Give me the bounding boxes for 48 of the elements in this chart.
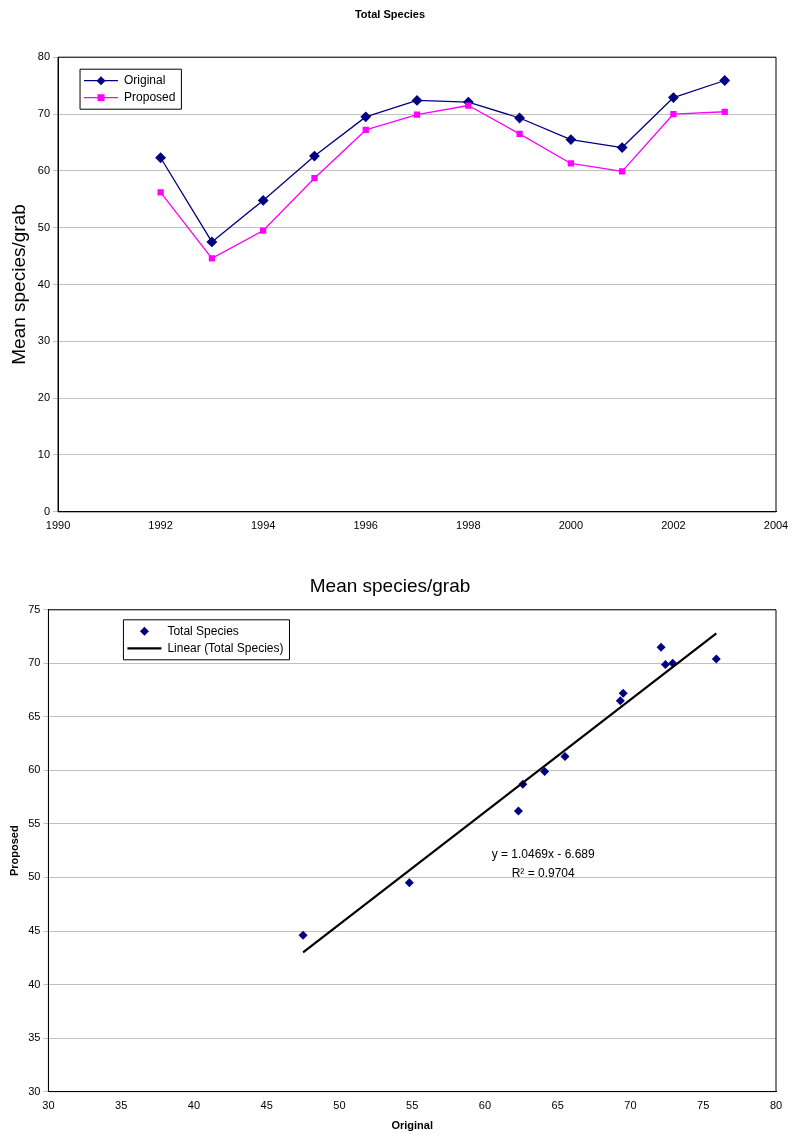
x-tick-label: 50 — [333, 1099, 346, 1112]
x-tick-label: 80 — [769, 1099, 783, 1112]
y-tick-label: 0 — [43, 504, 51, 517]
y-tick-label: 55 — [28, 816, 41, 829]
y-tick-label: 30 — [28, 1084, 41, 1097]
y-tick-label: 75 — [28, 602, 41, 615]
annotation: R² = 0.9704 — [511, 865, 576, 880]
x-tick-label: 2004 — [763, 519, 789, 532]
x-tick-label: 1994 — [250, 519, 276, 532]
x-axis-title: Original — [391, 1119, 433, 1132]
x-tick-label: 35 — [115, 1099, 128, 1112]
x-tick-label: 2000 — [558, 519, 584, 532]
y-tick-label: 50 — [28, 870, 41, 883]
x-tick-label: 60 — [478, 1099, 492, 1112]
y-tick-label: 60 — [37, 163, 51, 176]
x-tick-label: 55 — [406, 1099, 419, 1112]
x-tick-label: 2002 — [661, 519, 686, 532]
y-tick-label: 45 — [28, 924, 41, 937]
y-tick-label: 80 — [37, 50, 51, 63]
y-tick-label: 40 — [28, 977, 41, 990]
legend-label: Linear (Total Species) — [167, 640, 284, 655]
y-tick-label: 40 — [37, 277, 51, 290]
chart-title: Total Species — [354, 7, 426, 20]
x-tick-label: 1996 — [353, 519, 378, 532]
x-tick-label: 1998 — [456, 519, 481, 532]
x-tick-label: 45 — [260, 1099, 273, 1112]
y-tick-label: 30 — [37, 334, 51, 347]
y-tick-label: 70 — [28, 656, 41, 669]
legend-label: Total Species — [167, 623, 239, 638]
annotation: y = 1.0469x - 6.689 — [491, 846, 596, 861]
x-tick-label: 1992 — [148, 519, 173, 532]
y-tick-label: 65 — [28, 709, 41, 722]
y-tick-label: 50 — [37, 220, 51, 233]
legend-label: Original — [124, 73, 166, 88]
y-tick-label: 70 — [37, 107, 51, 120]
x-tick-label: 75 — [697, 1099, 710, 1112]
y-tick-label: 35 — [28, 1031, 41, 1044]
x-tick-label: 1990 — [45, 519, 71, 532]
y-tick-label: 20 — [37, 391, 51, 404]
y-axis-title: Proposed — [7, 825, 20, 877]
x-tick-label: 65 — [551, 1099, 564, 1112]
y-axis-title: Mean species/grab — [7, 204, 29, 365]
x-tick-label: 40 — [187, 1099, 201, 1112]
y-tick-label: 60 — [28, 763, 41, 776]
x-tick-label: 70 — [624, 1099, 637, 1112]
y-tick-label: 10 — [37, 448, 51, 461]
chart-title: Mean species/grab — [309, 574, 471, 596]
legend-label: Proposed — [124, 90, 176, 105]
